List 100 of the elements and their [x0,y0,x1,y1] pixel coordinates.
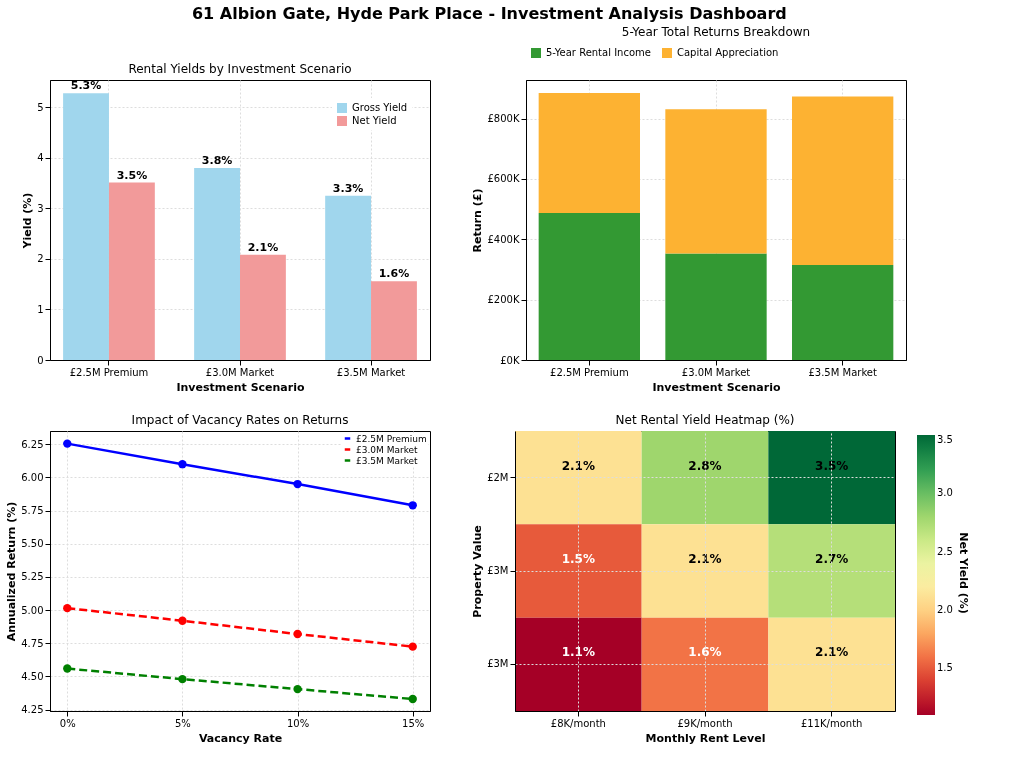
legend-label: £3.0M Market [356,444,419,455]
bar [108,182,155,360]
color-bar-label: 3.0 [937,487,953,499]
legend-label: 5-Year Rental Income [546,47,651,58]
y-axis-title: Annualized Return (%) [5,501,19,642]
point [408,642,417,651]
bar [538,213,640,360]
legend-label: Capital Appreciation [677,47,779,58]
bar [665,253,767,360]
data-label: 3.3% [332,181,364,195]
x-tick-label: 15% [402,717,425,729]
bar [240,254,286,360]
y-tick-label: 6.00 [21,471,44,483]
point [63,439,72,448]
x-axis-title: Monthly Rent Level [645,731,766,745]
x-tick-label: £3.5M Market [808,366,877,378]
point [63,664,72,673]
chart-title: 5-Year Total Returns Breakdown [621,25,811,39]
legend-label: £3.5M Market [356,455,419,466]
data-label: 3.5% [116,168,148,182]
point [293,629,302,639]
point [63,603,72,613]
y-tick-label: 0 [37,354,44,366]
x-tick-label: £3.0M Market [681,366,751,378]
data-label: 3.5% [815,458,849,473]
x-tick-label: £3.0M Market [205,366,275,378]
color-bar-label: 2.0 [937,604,953,615]
x-tick-label: £11K/month [800,717,863,729]
y-tick-label: £3M [487,565,509,576]
point [293,479,302,489]
data-label: 2.1% [688,552,722,566]
y-tick-label: £2M [487,471,509,483]
y-tick-label: 5.00 [21,604,44,616]
data-label: 1.6% [688,645,722,660]
bar [792,96,894,265]
legend-label: £2.5M Premium [356,433,427,444]
y-tick-label: 1 [37,303,44,315]
y-tick-label: £400K [487,233,520,245]
legend-label: Net Yield [352,115,397,126]
x-axis-title: Investment Scenario [176,380,305,394]
point [293,684,302,694]
data-label: 1.5% [561,552,595,566]
y-tick-label: 4.75 [21,637,44,649]
y-axis-title: Property Value [471,525,485,618]
y-axis-title: Yield (%) [21,192,35,250]
y-axis-title: Return (£) [471,188,485,253]
color-bar-title: Net Yield (%) [957,532,970,614]
x-tick-label: 10% [286,717,310,729]
chart-title: Rental Yields by Investment Scenario [128,62,352,76]
chart-title: Net Rental Yield Heatmap (%) [615,413,795,427]
x-tick-label: £2.5M Premium [69,366,149,378]
color-bar-label: 1.5 [937,662,953,674]
data-label: 3.8% [201,153,233,167]
data-label: 5.3% [70,79,102,93]
data-label: 2.1% [815,645,849,660]
y-tick-label: 5.50 [21,538,44,550]
x-tick-label: £9K/month [677,717,733,729]
bar [792,264,894,360]
color-bar-label: 3.5 [937,434,953,445]
x-tick-label: £8K/month [550,717,606,729]
bar [371,281,417,360]
x-axis-title: Investment Scenario [652,380,781,394]
y-tick-label: 4.50 [21,671,44,682]
point [178,460,187,469]
chart-title: Impact of Vacancy Rates on Returns [131,413,349,427]
y-tick-label: £0K [500,354,520,366]
bar [538,92,640,214]
data-label: 2.1% [561,458,595,473]
y-tick-label: £800K [487,113,520,125]
bar [665,109,767,254]
bar [63,93,109,360]
x-tick-label: 5% [174,717,191,729]
y-tick-label: £3M [487,658,509,670]
bar [325,195,372,360]
y-tick-label: £600K [487,173,520,185]
y-tick-label: 5 [37,101,44,113]
data-label: 1.1% [561,645,595,660]
y-tick-label: 5.75 [21,505,44,517]
data-label: 2.1% [247,240,279,254]
text: 61 Albion Gate, Hyde Park Place - Investment Analysis Dashboard [191,3,787,23]
legend-label: Gross Yield [352,102,408,113]
data-label: 2.8% [688,458,722,473]
y-tick-label: 3 [37,202,44,214]
x-tick-label: £2.5M Premium [550,366,629,378]
point [408,694,417,704]
data-label: 2.7% [815,552,849,566]
y-tick-label: 5.25 [21,571,44,583]
point [178,616,187,625]
x-tick-label: £3.5M Market [336,366,406,378]
y-tick-label: 4 [37,152,44,164]
y-tick-label: 4.25 [21,704,44,716]
point [408,501,417,510]
y-tick-label: 6.25 [21,438,44,450]
point [178,674,187,684]
color-bar-label: 2.5 [937,545,953,557]
bar [194,167,240,360]
data-label: 1.6% [378,267,410,281]
x-tick-label: 0% [59,717,76,729]
x-axis-title: Vacancy Rate [198,731,283,745]
y-tick-label: £200K [487,294,520,306]
